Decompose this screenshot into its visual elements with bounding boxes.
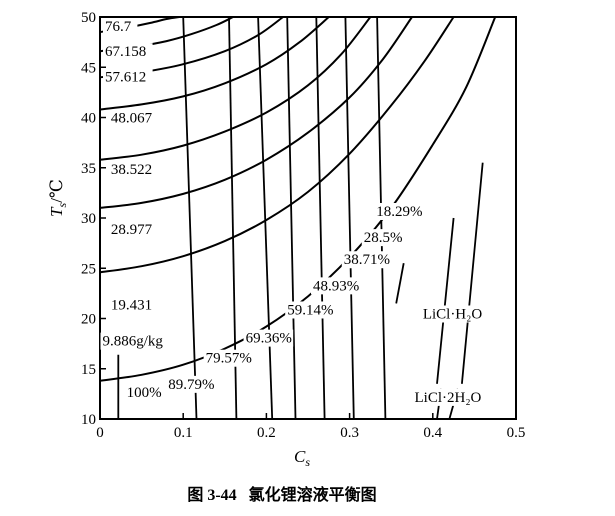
concentration-label-4-bg — [285, 301, 335, 319]
x-tick-label: 0.2 — [257, 425, 276, 441]
concentration-label-1-bg — [166, 375, 216, 393]
crystal-label-0: LiCl·H₂O — [423, 307, 483, 323]
crystal-label-1-bg — [412, 388, 485, 406]
concentration-line-6 — [344, 16, 355, 420]
vapor-curve-6 — [99, 16, 455, 274]
vapor-curve-label-3: 48.067 — [111, 111, 153, 127]
crystal-line-1 — [461, 162, 484, 384]
vapor-curve-label-1: 67.158 — [105, 44, 146, 60]
vapor-curve-5 — [99, 16, 413, 209]
crystal-label-0-bg — [420, 305, 486, 323]
vapor-curve-label-7: 9.886g/kg — [102, 334, 163, 350]
concentration-line-8 — [395, 263, 405, 304]
y-tick-label: 40 — [81, 111, 96, 127]
vapor-curve-label-5-bg — [108, 221, 159, 239]
concentration-label-0-bg — [124, 383, 160, 401]
vapor-curve-label-7-bg — [100, 332, 173, 350]
x-tick-label: 0.1 — [174, 425, 193, 441]
vapor-curve-label-2-bg — [102, 68, 153, 86]
concentration-label-3-bg — [243, 329, 294, 347]
concentration-label-2: 79.57% — [206, 351, 252, 367]
concentration-label-7-bg — [361, 229, 404, 247]
vapor-curve-label-6-bg — [108, 296, 159, 314]
y-axis-title-subscript: s — [55, 202, 69, 207]
concentration-label-2-bg — [203, 349, 254, 367]
vapor-curve-label-1-bg — [102, 43, 153, 61]
concentration-label-3: 69.36% — [246, 331, 292, 347]
curve-labels: 76.7 67.158 57.612 48.067 38.522 28.977 19.431… — [100, 18, 486, 406]
concentration-label-5-bg — [310, 277, 361, 295]
y-axis-title-unit: /℃ — [47, 179, 66, 203]
y-tick-label: 50 — [81, 10, 96, 26]
x-tick-label: 0.3 — [340, 425, 359, 441]
figure-caption: 图 3-44 氯化锂溶液平衡图 — [187, 485, 376, 504]
concentration-line-5 — [315, 16, 326, 420]
concentration-label-6: 38.71% — [344, 252, 390, 268]
y-tick-label: 30 — [81, 211, 96, 227]
x-tick-label: 0.4 — [423, 425, 442, 441]
y-tick-label: 10 — [81, 412, 96, 428]
vapor-curve-label-0: 76.7 — [105, 19, 132, 35]
vapor-curve-4 — [99, 16, 372, 161]
vapor-curve-label-4: 38.522 — [111, 162, 152, 178]
concentration-label-7: 28.5% — [364, 230, 403, 246]
y-tick-label: 15 — [81, 362, 96, 378]
concentration-label-4: 59.14% — [287, 302, 333, 318]
crystal-line-0 — [436, 217, 455, 384]
vapor-curve-label-2: 57.612 — [105, 69, 146, 85]
vapor-curve-3 — [99, 16, 330, 111]
concentration-label-1: 89.79% — [168, 377, 214, 393]
y-tick-label: 20 — [81, 312, 96, 328]
concentration-label-8: 18.29% — [376, 204, 422, 220]
crystal-label-1: LiCl·2H₂O — [414, 390, 481, 406]
x-tick-label: 0 — [96, 425, 104, 441]
y-axis-title: Ts/℃ — [47, 179, 69, 217]
axis-ticks: 0 0.1 0.2 0.3 0.4 0.5 10 15 20 25 30 35 40 45 50 — [81, 10, 525, 441]
concentration-label-5: 48.93% — [313, 278, 359, 294]
y-tick-label: 45 — [81, 60, 96, 76]
x-tick-label: 0.5 — [507, 425, 526, 441]
concentration-label-8-bg — [374, 202, 424, 220]
y-tick-label: 25 — [81, 261, 96, 277]
vapor-curve-label-4-bg — [108, 160, 159, 178]
y-tick-label: 35 — [81, 161, 96, 177]
vapor-curve-label-0-bg — [102, 18, 138, 36]
x-axis-title-subscript: s — [305, 455, 310, 469]
x-axis-title: Cs — [294, 447, 310, 469]
concentration-label-0: 100% — [127, 385, 162, 401]
concentration-label-6-bg — [341, 251, 392, 269]
concentration-line-3 — [257, 16, 274, 420]
vapor-curve-label-5: 28.977 — [111, 222, 153, 238]
concentration-line-4 — [286, 16, 297, 420]
plot-area — [99, 16, 497, 420]
vapor-curve-label-6: 19.431 — [111, 297, 152, 313]
vapor-curve-label-3-bg — [108, 109, 159, 127]
concentration-line-1 — [182, 16, 198, 420]
